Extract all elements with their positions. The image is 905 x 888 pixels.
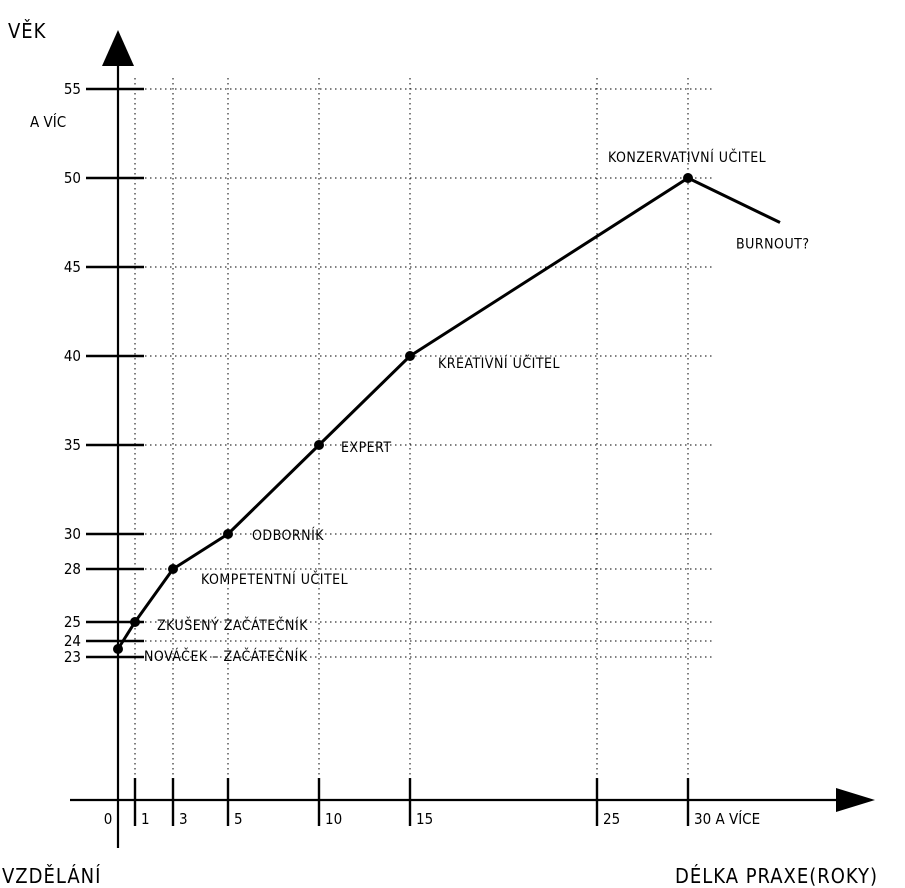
x-tick-label: 3 — [179, 810, 188, 828]
x-axis-title: DÉLKA PRAXE(ROKY) — [675, 864, 878, 888]
series-line — [116, 176, 781, 650]
origin-label: VZDĚLÁNÍ — [2, 864, 101, 888]
y-tick-label: 23 — [64, 648, 81, 666]
x-tick-label: 25 — [603, 810, 620, 828]
x-tick-label: 15 — [416, 810, 433, 828]
point-label: EXPERT — [341, 440, 392, 456]
axes — [70, 30, 875, 848]
point-label: KONZERVATIVNÍ UČITEL — [608, 148, 766, 166]
data-point — [168, 564, 178, 574]
x-tick-label: 0 — [104, 810, 113, 828]
point-label: ZKUŠENÝ ZAČÁTEČNÍK — [157, 616, 308, 634]
data-point — [405, 351, 415, 361]
point-label: KOMPETENTNÍ UČITEL — [201, 570, 348, 588]
y-tick-label: 30 — [64, 525, 81, 543]
y-tick-sublabel: A VÍC — [30, 112, 66, 131]
grid-lines — [134, 78, 712, 800]
point-label: KREATIVNÍ UČITEL — [438, 354, 560, 372]
y-tick-label: 24 — [64, 632, 81, 650]
data-point — [683, 173, 693, 183]
point-labels: NOVÁČEK – ZAČÁTEČNÍK ZKUŠENÝ ZAČÁTEČNÍK KO… — [144, 148, 810, 665]
y-tick-label: 50 — [64, 169, 81, 187]
y-tick-label: 28 — [64, 560, 81, 578]
data-point — [223, 529, 233, 539]
data-points — [113, 173, 693, 654]
y-tick-label: 35 — [64, 436, 81, 454]
data-point — [130, 617, 140, 627]
y-tick-label: 55 — [64, 80, 81, 98]
x-tick-label: 5 — [234, 810, 243, 828]
y-tick-label: 25 — [64, 613, 81, 631]
point-label: ODBORNÍK — [252, 527, 324, 544]
x-tick-label: 10 — [325, 810, 342, 828]
data-point — [314, 440, 324, 450]
data-point — [113, 644, 123, 654]
x-tick-label: 30 A VÍCE — [694, 809, 760, 828]
x-tick-label: 1 — [141, 810, 150, 828]
y-tick-label: 40 — [64, 347, 81, 365]
x-axis-arrowhead — [836, 788, 875, 812]
y-axis-title: VĚK — [8, 19, 47, 43]
y-tick-label: 45 — [64, 258, 81, 276]
career-curve — [116, 176, 781, 650]
point-label: BURNOUT? — [736, 237, 810, 253]
y-axis-arrowhead — [102, 30, 134, 66]
point-label: NOVÁČEK – ZAČÁTEČNÍK — [144, 647, 308, 665]
